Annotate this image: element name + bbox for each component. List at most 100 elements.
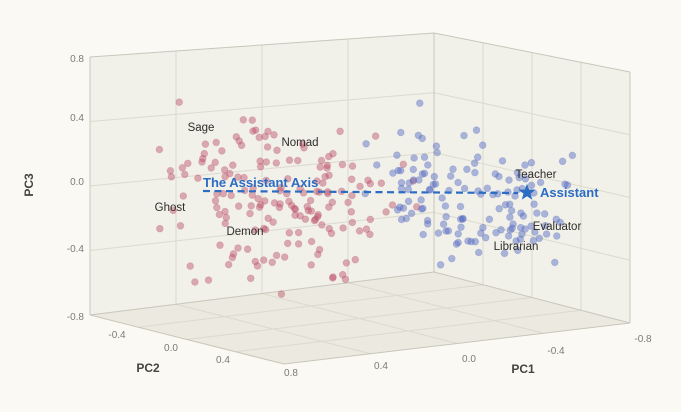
- persona-label-evaluator: Evaluator: [533, 221, 582, 233]
- axis-titles: PC3 PC2 PC1: [22, 173, 535, 376]
- scatter-point: [215, 210, 224, 219]
- scatter-point: [474, 248, 483, 257]
- scatter-point: [434, 229, 443, 237]
- scatter-point: [420, 153, 429, 162]
- scatter-point: [213, 203, 221, 212]
- scatter-point: [433, 148, 442, 157]
- grid-lines: [89, 39, 631, 355]
- scatter-point: [429, 180, 438, 189]
- scatter-point: [415, 99, 424, 107]
- scatter-point: [234, 173, 242, 181]
- scatter-point: [307, 237, 316, 246]
- assistant-marker-label: Assistant: [540, 185, 599, 200]
- scatter-point: [409, 165, 418, 174]
- scatter-point: [313, 177, 321, 185]
- pc2-tick-label: 0.4: [216, 355, 230, 366]
- box-edge: [89, 271, 435, 316]
- scatter-point: [457, 223, 465, 232]
- scatter-point: [251, 126, 260, 134]
- scatter-point: [521, 175, 530, 183]
- scatter-point: [307, 207, 316, 215]
- scatter-point: [527, 158, 536, 167]
- scatter-point: [447, 254, 456, 263]
- scatter-point: [234, 244, 242, 252]
- scatter-point: [397, 179, 406, 187]
- scatter-point: [420, 169, 429, 178]
- scatter-point: [261, 132, 269, 141]
- scatter-point: [518, 230, 526, 238]
- scatter-point: [270, 199, 279, 207]
- scatter-point: [513, 168, 522, 177]
- scatter-point: [410, 154, 418, 162]
- scatter-point: [268, 258, 277, 267]
- scatter-point: [247, 202, 256, 210]
- scatter-point: [441, 202, 450, 210]
- scatter-point: [255, 203, 264, 212]
- scatter-point: [415, 176, 423, 184]
- scatter-point: [167, 173, 176, 181]
- scatter-point: [248, 116, 257, 124]
- pc1-tick-label: 0.8: [284, 368, 298, 379]
- scatter-point: [423, 216, 432, 225]
- scatter-point: [519, 212, 528, 220]
- assistant-star-icon: [518, 183, 536, 200]
- scatter-point: [199, 154, 207, 163]
- pc1-tick-label: 0.0: [462, 354, 476, 365]
- scatter-point: [399, 204, 408, 212]
- scatter-point: [218, 147, 226, 155]
- scatter-point: [348, 162, 357, 170]
- box-edges: [89, 32, 631, 365]
- scatter-point: [226, 169, 234, 178]
- scatter-point: [262, 176, 271, 185]
- scatter-point: [438, 194, 446, 202]
- scatter-point: [459, 214, 467, 223]
- persona-label-nomad: Nomad: [281, 137, 318, 149]
- scatter-point: [414, 131, 423, 140]
- scatter-point: [542, 230, 551, 238]
- scatter-point: [246, 209, 254, 218]
- scatter-point: [508, 224, 517, 233]
- pc2-tick-label: 0.0: [164, 343, 178, 354]
- scatter-point: [262, 158, 271, 166]
- scatter-point: [527, 181, 536, 190]
- scatter-point: [471, 237, 480, 246]
- scatter-point: [253, 262, 262, 270]
- scatter-point: [255, 133, 264, 142]
- scatter-point: [321, 172, 329, 181]
- scatter-point: [300, 144, 308, 152]
- scatter-point: [505, 176, 513, 184]
- grid-line: [433, 152, 631, 198]
- scatter-point: [366, 230, 374, 239]
- scatter-point: [212, 138, 221, 147]
- scatter-point: [179, 192, 188, 200]
- scatter-point: [382, 208, 390, 216]
- grid-line: [89, 211, 435, 251]
- scatter-point: [234, 202, 243, 211]
- scatter-point: [285, 197, 293, 206]
- scatter-point: [178, 164, 187, 172]
- box-edge: [433, 271, 631, 324]
- scatter-point: [317, 156, 326, 165]
- scatter-point: [530, 200, 538, 209]
- scatter-point: [313, 250, 322, 259]
- scatter-point: [200, 149, 209, 158]
- scatter-point: [527, 222, 535, 230]
- scatter-point: [254, 194, 262, 203]
- scatter-point: [506, 213, 514, 222]
- scatter-point: [495, 204, 504, 213]
- scatter-point: [261, 225, 270, 234]
- scatter-point: [394, 166, 403, 175]
- scatter-point: [221, 219, 230, 228]
- scatter-point: [256, 162, 265, 171]
- scatter-point: [198, 158, 206, 166]
- scatter-point: [492, 228, 500, 237]
- scatter-point: [229, 161, 237, 170]
- scatter-point: [264, 214, 273, 223]
- pc3-tick-label: -0.4: [67, 244, 85, 255]
- pc3-tick-label: 0.4: [70, 113, 84, 124]
- scatter-point: [507, 206, 516, 215]
- scatter-point: [500, 249, 509, 258]
- scatter-point: [240, 173, 248, 182]
- scatter-point: [273, 146, 281, 155]
- scatter-point: [404, 185, 413, 194]
